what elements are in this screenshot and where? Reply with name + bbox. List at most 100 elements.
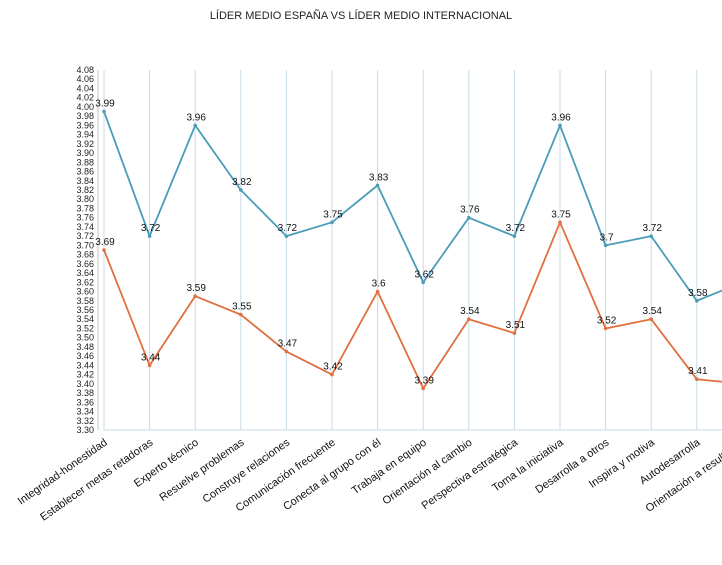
y-tick-label: 3.42 [76, 370, 94, 380]
data-label: 3.47 [278, 339, 298, 350]
data-point [603, 326, 608, 331]
series-points [102, 109, 699, 391]
y-tick-label: 3.32 [76, 416, 94, 426]
data-point [649, 317, 653, 322]
data-point [239, 312, 243, 317]
data-point [421, 386, 426, 391]
data-labels: 3.99 3.72 3.96 3.82 3.72 3.75 3.83 3.62 3.76 3.72… [95, 99, 708, 387]
y-tick-label: 3.96 [76, 120, 94, 130]
y-tick-label: 4.08 [76, 65, 94, 75]
data-point [375, 183, 380, 188]
data-point [695, 377, 699, 382]
y-tick-label: 3.66 [76, 259, 94, 269]
data-label: 3.72 [642, 223, 662, 234]
data-label: 3.75 [551, 209, 571, 220]
y-tick-label: 3.56 [76, 305, 94, 315]
data-label: 3.51 [506, 320, 526, 331]
data-label: 3.59 [186, 283, 206, 294]
y-tick-label: 3.34 [76, 407, 94, 417]
data-point [512, 234, 517, 238]
y-tick-label: 3.52 [76, 323, 94, 333]
data-point [147, 363, 152, 368]
y-tick-label: 3.58 [76, 296, 94, 306]
data-label: 3.44 [141, 352, 161, 363]
data-label: 3.72 [278, 223, 298, 234]
y-tick-label: 3.50 [76, 333, 94, 343]
series-line-1 [103, 111, 722, 302]
y-tick-label: 3.76 [76, 213, 94, 223]
data-label: 3.62 [414, 269, 434, 280]
data-label: 3.96 [186, 112, 206, 123]
data-label: 3.72 [141, 223, 161, 234]
y-tick-label: 3.38 [76, 388, 94, 398]
y-tick-label: 3.70 [76, 240, 94, 250]
data-point [512, 331, 517, 335]
data-label: 3.75 [323, 209, 343, 220]
data-label: 3.83 [369, 172, 389, 183]
data-label: 3.42 [323, 362, 343, 373]
data-point [102, 109, 106, 114]
y-tick-label: 4.02 [76, 93, 94, 103]
y-tick-label: 3.46 [76, 351, 94, 361]
y-tick-label: 3.78 [76, 203, 94, 213]
y-tick-label: 3.80 [76, 194, 94, 204]
data-point [695, 298, 699, 303]
series-lines [103, 111, 722, 390]
data-label: 3.69 [95, 237, 115, 248]
data-point [649, 234, 653, 238]
data-point [421, 280, 426, 285]
data-point [558, 123, 562, 128]
data-point [558, 220, 562, 225]
data-point [467, 215, 471, 220]
data-point [193, 294, 197, 298]
y-tick-label: 3.90 [76, 148, 94, 158]
y-tick-label: 3.64 [76, 268, 94, 278]
data-label: 3.54 [642, 306, 662, 317]
data-label: 3.99 [95, 99, 115, 110]
y-tick-label: 3.36 [76, 397, 94, 407]
y-tick-label: 3.92 [76, 139, 94, 149]
y-tick-label: 3.94 [76, 130, 94, 140]
data-point [375, 289, 380, 294]
y-tick-label: 3.88 [76, 157, 94, 167]
y-tick-label: 3.86 [76, 167, 94, 177]
series-line-2 [103, 221, 722, 390]
data-point [193, 123, 197, 128]
y-tick-label: 3.40 [76, 379, 94, 389]
y-tick-label: 3.30 [76, 425, 94, 435]
y-tick-label: 3.84 [76, 176, 94, 186]
data-point [239, 188, 243, 192]
y-axis: 3.303.323.343.363.383.403.423.443.463.48… [76, 65, 99, 435]
y-tick-label: 3.74 [76, 222, 94, 232]
y-tick-label: 3.54 [76, 314, 94, 324]
data-label: 3.39 [414, 375, 434, 386]
data-point [330, 372, 334, 377]
data-label: 3.58 [688, 288, 708, 299]
data-point [467, 317, 471, 322]
y-tick-label: 3.48 [76, 342, 94, 352]
y-tick-label: 3.82 [76, 185, 94, 195]
y-tick-label: 3.98 [76, 111, 94, 121]
data-label: 3.76 [460, 205, 480, 216]
y-tick-label: 4.06 [76, 74, 94, 84]
data-label: 3.54 [460, 306, 480, 317]
data-label: 3.55 [232, 302, 252, 313]
data-label: 3.41 [688, 366, 708, 377]
data-label: 3.52 [597, 315, 617, 326]
data-point [284, 234, 289, 238]
data-label: 3.96 [551, 112, 571, 123]
data-point [330, 220, 334, 225]
data-point [603, 243, 608, 248]
y-tick-label: 4.00 [76, 102, 94, 112]
chart-title: LÍDER MEDIO ESPAÑA VS LÍDER MEDIO INTERN… [209, 10, 513, 22]
y-tick-label: 3.60 [76, 287, 94, 297]
grid-lines [103, 70, 722, 431]
y-tick-label: 3.62 [76, 277, 94, 287]
y-tick-label: 3.72 [76, 231, 94, 241]
data-label: 3.82 [232, 177, 252, 188]
y-tick-label: 3.44 [76, 360, 94, 370]
data-point [284, 349, 289, 354]
data-point [102, 248, 106, 252]
